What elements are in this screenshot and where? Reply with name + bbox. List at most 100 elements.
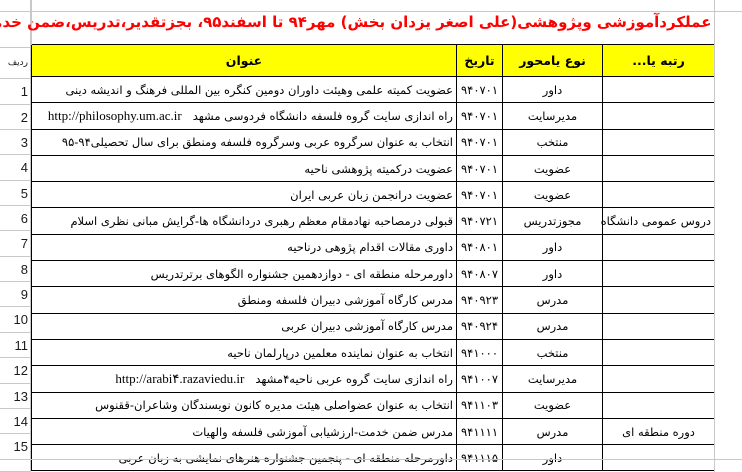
gutter-row-number: 3 (0, 130, 31, 155)
cell-rank[interactable] (602, 233, 715, 262)
cell-type[interactable]: مدرس (502, 286, 603, 314)
cell-title[interactable]: انتخاب به عنوان عضواصلی هیئت مدیره کانون… (31, 391, 457, 419)
cell-rank[interactable] (602, 128, 715, 156)
cell-title-text: راه اندازی سایت گروه فلسفه دانشگاه فردوس… (192, 108, 453, 123)
cell-date[interactable]: ۹۴۰۷۰۱ (456, 181, 503, 209)
cell-title[interactable]: عضویت کمیته علمی وهیئت داوران دومین کنگر… (31, 75, 457, 104)
cell-title[interactable]: داوری مقالات اقدام پژوهی درناحیه (31, 233, 457, 262)
table-row: دوره منطقه ای مدرس ۹۴۱۱۱۱ مدرس ضمن خدمت-ارز… (31, 417, 715, 446)
column-header-type[interactable]: نوع یامحور (502, 44, 603, 77)
gutter-row-number: 6 (0, 206, 31, 231)
gutter-row-number: 12 (0, 358, 31, 384)
gutter-row-number: 1 (0, 79, 31, 105)
cell-rank[interactable] (602, 338, 715, 367)
cell-title[interactable]: قبولی درمصاحبه نهادمقام معظم رهبری دردان… (31, 207, 457, 235)
cell-date[interactable]: ۹۴۱۱۱۱ (456, 417, 503, 446)
cell-title-url[interactable]: http://arabi۴.razaviedu.ir (115, 370, 245, 386)
gutter-row-number: 10 (0, 307, 31, 333)
gutter-row-number: 4 (0, 155, 31, 181)
cell-rank[interactable]: دروس عمومی دانشگاه (601, 207, 715, 235)
table-row: دروس عمومی دانشگاه مجوزتدریس ۹۴۰۷۲۱ قبولی د… (31, 207, 715, 235)
cell-title[interactable]: راه اندازی سایت گروه فلسفه دانشگاه فردوس… (31, 102, 457, 130)
sheet-gridline-horizontal (0, 11, 742, 12)
cell-type[interactable]: داور (502, 444, 603, 472)
cell-title[interactable]: عضویت درکمیته پژوهشی ناحیه (31, 154, 457, 183)
table-row: عضویت ۹۴۱۱۰۳ انتخاب به عنوان عضواصلی هیئت … (31, 391, 715, 419)
cell-rank[interactable] (602, 444, 715, 472)
sheet-gridline-vertical (714, 0, 715, 472)
cell-title[interactable]: راه اندازی سایت گروه عربی ناحیه۴مشهد htt… (31, 365, 457, 393)
cell-rank[interactable] (602, 181, 715, 209)
cell-rank[interactable] (602, 260, 715, 288)
cell-title[interactable]: داورمرحله منطقه ای - دوازدهمین جشنواره ا… (31, 260, 457, 288)
cell-type[interactable]: داور (502, 260, 603, 288)
cell-type[interactable]: مدرس (502, 417, 603, 446)
table-row: داور ۹۴۰۷۰۱ عضویت کمیته علمی وهیئت داوران … (31, 75, 715, 104)
cell-date[interactable]: ۹۴۱۰۰۷ (456, 365, 503, 393)
cell-rank[interactable] (602, 75, 715, 104)
cell-title[interactable]: مدرس کارگاه آموزشی دبیران فلسفه ومنطق (31, 286, 457, 314)
cell-rank[interactable]: دوره منطقه ای (602, 417, 715, 446)
table-row: مدیرسایت ۹۴۱۰۰۷ راه اندازی سایت گروه عربی … (31, 365, 715, 393)
cell-title[interactable]: مدرس کارگاه آموزشی دبیران عربی (31, 312, 457, 340)
cell-date[interactable]: ۹۴۰۷۰۱ (456, 154, 503, 183)
cell-type[interactable]: داور (502, 233, 603, 262)
cell-title-url[interactable]: http://philosophy.um.ac.ir (47, 107, 182, 123)
gutter-row-number: 7 (0, 231, 31, 257)
cell-rank[interactable] (602, 391, 715, 419)
gutter-row-number: 14 (0, 409, 31, 434)
cell-date[interactable]: ۹۴۰۷۲۱ (456, 207, 503, 235)
cell-type[interactable]: مدیرسایت (502, 365, 603, 393)
cell-date[interactable]: ۹۴۰۷۰۱ (456, 75, 503, 104)
cell-type[interactable]: مدیرسایت (502, 102, 603, 130)
gutter-cell-blank-3 (0, 460, 31, 472)
cell-rank[interactable] (602, 154, 715, 183)
cell-title[interactable]: انتخاب به عنوان سرگروه عربی وسرگروه فلسف… (31, 128, 457, 156)
cell-date[interactable]: ۹۴۰۸۰۱ (456, 233, 503, 262)
gutter-header-radif: ردیف (0, 48, 31, 79)
cell-date[interactable]: ۹۴۰۷۰۱ (456, 128, 503, 156)
performance-table: عملکردآموزشی وپژوهشی(علی اصغر یزدان بخش)… (0, 0, 715, 472)
header-row: رتبه یا... نوع یامحور تاریخ عنوان (31, 44, 715, 77)
cell-title[interactable]: انتخاب به عنوان نماینده معلمین درپارلمان… (31, 338, 457, 367)
cell-title[interactable]: عضویت درانجمن زبان عربی ایران (31, 181, 457, 209)
column-header-title[interactable]: عنوان (31, 44, 457, 77)
gutter-row-number: 2 (0, 105, 31, 130)
column-header-rank[interactable]: رتبه یا... (602, 44, 715, 77)
table-row: مدرس ۹۴۰۹۲۳ مدرس کارگاه آموزشی دبیران فلسف… (31, 286, 715, 314)
gutter-row-number: 13 (0, 384, 31, 409)
gutter-row-number: 11 (0, 333, 31, 358)
gutter-cell-blank-2 (0, 12, 31, 48)
sheet-gridline-horizontal (0, 459, 742, 460)
cell-date[interactable]: ۹۴۱۰۰۰ (456, 338, 503, 367)
gutter-row-number: 15 (0, 434, 31, 460)
cell-type[interactable]: مدرس (502, 312, 603, 340)
cell-rank[interactable] (602, 286, 715, 314)
cell-type[interactable]: عضویت (502, 154, 603, 183)
cell-date[interactable]: ۹۴۰۹۲۳ (456, 286, 503, 314)
cell-type[interactable]: عضویت (502, 391, 603, 419)
cell-date[interactable]: ۹۴۱۱۱۵ (456, 444, 503, 472)
table-row: داور ۹۴۰۸۰۷ داورمرحله منطقه ای - دوازدهمین… (31, 260, 715, 288)
cell-type[interactable]: داور (502, 75, 603, 104)
cell-type[interactable]: منتخب (502, 128, 603, 156)
cell-type[interactable]: منتخب (502, 338, 603, 367)
sheet-title: عملکردآموزشی وپژوهشی(علی اصغر یزدان بخش)… (0, 0, 715, 45)
cell-rank[interactable] (602, 102, 715, 130)
column-header-date[interactable]: تاریخ (456, 44, 503, 77)
cell-rank[interactable] (602, 312, 715, 340)
cell-type[interactable]: مجوزتدریس (502, 207, 603, 235)
cell-rank[interactable] (602, 365, 715, 393)
cell-date[interactable]: ۹۴۱۱۰۳ (456, 391, 503, 419)
cell-title[interactable]: داورمرحله منطقه ای - پنجمین جشنواره هنره… (31, 444, 457, 472)
cell-date[interactable]: ۹۴۰۷۰۱ (456, 102, 503, 130)
cell-date[interactable]: ۹۴۰۹۲۴ (456, 312, 503, 340)
cell-type[interactable]: عضویت (502, 181, 603, 209)
table-body: داور ۹۴۰۷۰۱ عضویت کمیته علمی وهیئت داوران … (31, 75, 715, 472)
gutter-row-number: 5 (0, 181, 31, 206)
cell-title[interactable]: مدرس ضمن خدمت-ارزشیابی آموزشی فلسفه واله… (31, 417, 457, 446)
cell-title-text: راه اندازی سایت گروه عربی ناحیه۴مشهد (255, 371, 453, 386)
cell-date[interactable]: ۹۴۰۸۰۷ (456, 260, 503, 288)
